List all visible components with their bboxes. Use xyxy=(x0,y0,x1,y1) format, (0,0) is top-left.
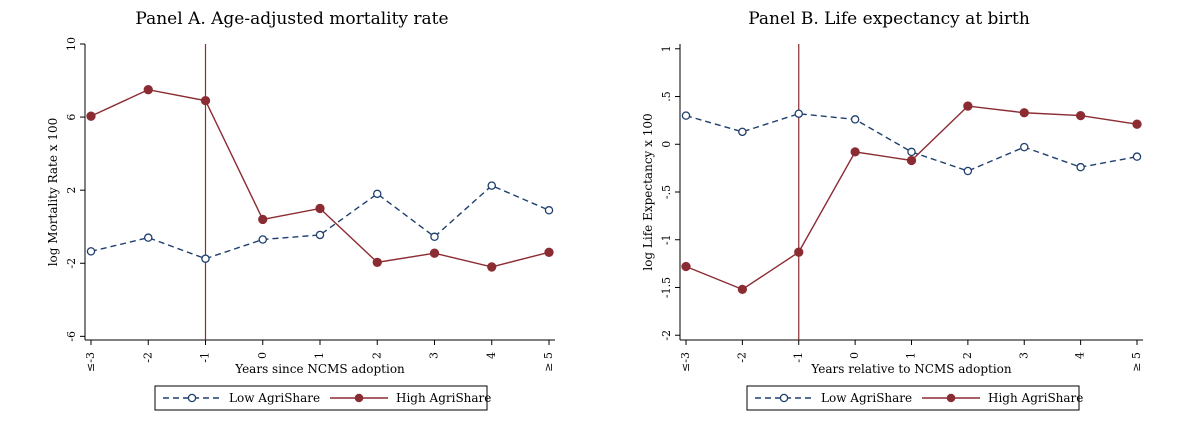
marker-low-agrishare xyxy=(1020,142,1029,152)
x-tick-label: 2 xyxy=(370,352,383,359)
y-axis-title: log Mortality Rate x 100 xyxy=(46,118,60,267)
marker-high-agrishare xyxy=(315,203,325,214)
marker-low-agrishare xyxy=(907,147,916,157)
x-tick-label: 0 xyxy=(256,352,269,359)
legend-marker xyxy=(187,393,197,403)
panel-b-chart: Panel B. Life expectancy at birth-2-1.5-… xyxy=(641,9,1143,411)
y-tick-label: -6 xyxy=(65,331,78,342)
plot-group: Panel A. Age-adjusted mortality rate -6 -2… xyxy=(46,9,555,411)
y-tick-label: -2 xyxy=(65,258,78,269)
x-axis-title: Years since NCMS adoption xyxy=(234,362,405,376)
x-tick-label: ≥ 5 xyxy=(1130,352,1143,372)
y-tick-label: 0 xyxy=(660,141,673,148)
x-tick-label: ≤-3 xyxy=(679,352,692,372)
legend-label: High AgriShare xyxy=(396,391,491,405)
legend-marker xyxy=(354,393,364,403)
x-tick-label: 3 xyxy=(428,352,441,359)
x-tick-label: 3 xyxy=(1017,352,1030,359)
x-tick-label: ≤-3 xyxy=(84,352,97,372)
marker-high-agrishare xyxy=(1075,110,1086,121)
y-axis-title: log Life Expectancy x 100 xyxy=(641,113,655,270)
marker-high-agrishare xyxy=(143,85,153,95)
marker-high-agrishare xyxy=(1019,108,1029,118)
marker-low-agrishare xyxy=(794,109,804,118)
x-tick-label: -1 xyxy=(199,352,212,363)
marker-high-agrishare xyxy=(200,95,211,106)
y-tick-label: -1 xyxy=(660,234,673,245)
y-tick-label: 10 xyxy=(65,37,78,51)
marker-low-agrishare xyxy=(258,235,267,244)
marker-low-agrishare xyxy=(850,115,860,124)
series-line-high-agrishare xyxy=(685,105,1138,291)
y-tick-label: -.5 xyxy=(660,185,673,199)
marker-high-agrishare xyxy=(794,247,804,257)
marker-low-agrishare xyxy=(544,206,554,215)
marker-low-agrishare xyxy=(430,232,439,242)
marker-high-agrishare xyxy=(544,247,554,257)
x-tick-label: 1 xyxy=(905,352,918,359)
legend-box xyxy=(746,385,1080,411)
y-tick-label: -1.5 xyxy=(660,277,673,298)
marker-high-agrishare xyxy=(906,155,917,166)
marker-high-agrishare xyxy=(737,284,748,295)
marker-low-agrishare xyxy=(681,111,691,120)
plot-group: Panel B. Life expectancy at birth-2-1.5-… xyxy=(641,9,1143,411)
y-tick-label: 2 xyxy=(65,187,78,194)
marker-high-agrishare xyxy=(429,248,440,258)
x-tick-label: -2 xyxy=(141,352,154,363)
x-tick-label: 0 xyxy=(848,352,861,359)
marker-low-agrishare xyxy=(143,233,153,242)
x-tick-label: 2 xyxy=(961,352,974,359)
marker-low-agrishare xyxy=(1076,162,1085,172)
x-axis-title: Years relative to NCMS adoption xyxy=(810,362,1012,376)
series-line-low-agrishare xyxy=(685,112,1138,172)
y-tick-label: 1 xyxy=(660,45,673,52)
marker-high-agrishare xyxy=(487,262,497,272)
marker-high-agrishare xyxy=(681,261,691,272)
legend-label: High AgriShare xyxy=(988,391,1083,405)
marker-low-agrishare xyxy=(201,254,210,263)
marker-low-agrishare xyxy=(86,247,96,256)
marker-low-agrishare xyxy=(372,189,382,199)
marker-low-agrishare xyxy=(1132,152,1142,161)
marker-low-agrishare xyxy=(963,166,973,176)
marker-low-agrishare xyxy=(738,127,747,137)
x-tick-label: ≥ 5 xyxy=(542,352,555,372)
marker-low-agrishare xyxy=(487,181,496,190)
marker-low-agrishare xyxy=(315,230,325,240)
legend-label: Low AgriShare xyxy=(821,391,912,405)
marker-high-agrishare xyxy=(850,147,860,157)
chart-title: Panel A. Age-adjusted mortality rate xyxy=(135,9,448,29)
marker-high-agrishare xyxy=(86,111,96,121)
panel-b: Panel B. Life expectancy at birth -2 -1.5-… xyxy=(598,0,1196,440)
legend-label: Low AgriShare xyxy=(229,391,320,405)
x-tick-label: 4 xyxy=(1074,352,1087,359)
marker-high-agrishare xyxy=(1132,119,1142,129)
marker-high-agrishare xyxy=(372,257,382,267)
legend-marker xyxy=(946,393,956,403)
panel-a-chart: Panel A. Age-adjusted mortality rate -6 -2… xyxy=(46,9,555,411)
series-line-low-agrishare xyxy=(90,184,550,260)
x-tick-label: -1 xyxy=(792,352,805,363)
legend-box xyxy=(154,385,488,411)
legend-marker xyxy=(779,393,789,403)
marker-high-agrishare xyxy=(258,214,268,225)
y-tick-label: 6 xyxy=(65,114,78,121)
x-tick-label: 1 xyxy=(313,352,326,359)
x-tick-label: -2 xyxy=(735,352,748,363)
marker-high-agrishare xyxy=(963,101,973,111)
x-tick-label: 4 xyxy=(485,352,498,359)
panel-a: Panel A. Age-adjusted mortality rate -6 -2… xyxy=(46,9,555,411)
y-tick-label: -2 xyxy=(660,330,673,341)
series-line-high-agrishare xyxy=(90,88,550,268)
chart-title: Panel B. Life expectancy at birth xyxy=(748,9,1030,29)
y-tick-label: .5 xyxy=(660,91,673,102)
